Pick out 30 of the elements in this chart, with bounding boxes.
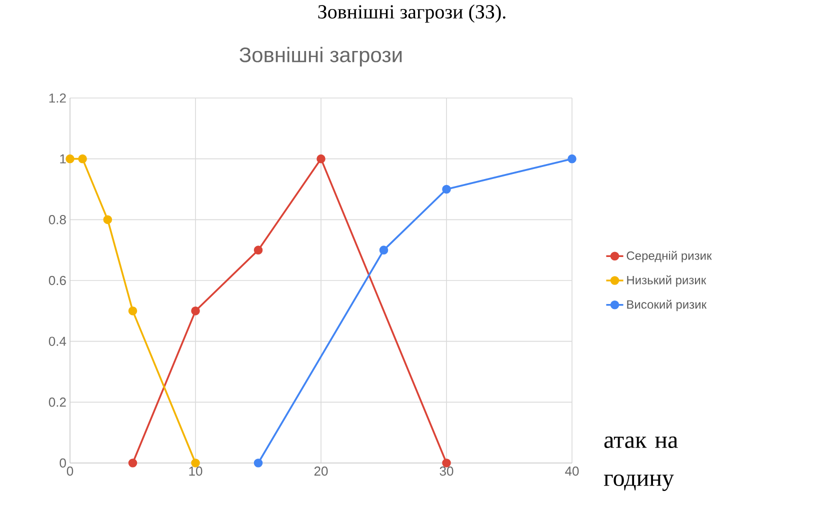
legend-label: Середній ризик [626, 250, 712, 262]
y-tick-label: 0.6 [48, 276, 66, 286]
legend-label: Низький ризик [627, 275, 706, 287]
y-tick-label: 0.4 [48, 336, 66, 346]
point [191, 306, 200, 316]
x-tick-label: 0 [66, 466, 74, 476]
point [568, 154, 576, 164]
point [254, 246, 263, 254]
point [379, 246, 388, 254]
x-axis-title: атак на годину [604, 436, 678, 491]
y-tick-label: 0.2 [48, 398, 66, 407]
y-tick-label: 0 [60, 458, 66, 468]
x-tick-label: 20 [314, 466, 328, 476]
y-tick-label: 1.2 [49, 93, 66, 103]
point [103, 215, 112, 224]
point [254, 458, 263, 468]
x-tick-label: 30 [440, 466, 454, 476]
point [316, 154, 326, 164]
x-tick-label: 40 [565, 466, 579, 476]
y-tick-label: 1 [60, 154, 66, 164]
point [128, 458, 138, 468]
point [78, 154, 87, 164]
text: Зовнішні загрози (ЗЗ). [318, 4, 506, 23]
point [442, 184, 451, 194]
x-tick-label: 10 [189, 466, 202, 476]
chart-title: Зовнішні загрози [240, 46, 402, 66]
point [66, 154, 74, 164]
point [128, 306, 138, 316]
y-tick-label: 0.8 [48, 215, 66, 224]
legend-label: Високий ризик [627, 300, 707, 312]
